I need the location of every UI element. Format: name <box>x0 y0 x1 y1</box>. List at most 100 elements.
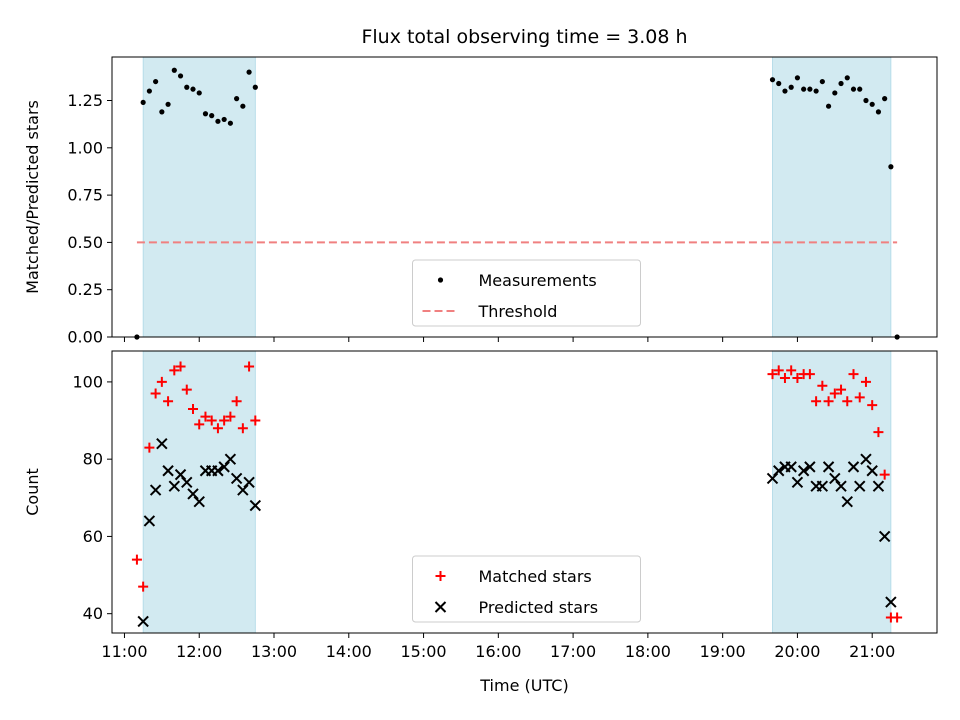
data-point <box>848 369 859 380</box>
data-point <box>187 488 199 500</box>
data-point <box>863 97 869 104</box>
data-point <box>143 515 156 527</box>
data-point <box>838 80 844 87</box>
top-panel-matched-ratio: 0.00 0.25 0.50 0.75 1.00 1.25 Matched/Predicte… <box>23 26 938 347</box>
data-point <box>825 103 832 109</box>
data-point <box>804 461 816 473</box>
data-point <box>829 472 841 485</box>
data-point <box>196 90 202 96</box>
axes-frame <box>111 350 938 634</box>
y-tick-label: 0.00 <box>67 328 103 347</box>
data-point <box>202 111 209 117</box>
x-axis-label: Time (UTC) <box>479 676 568 695</box>
x-tick-label: 11:00 <box>101 642 147 661</box>
y-tick-label: 60 <box>83 527 103 546</box>
data-point <box>227 120 233 126</box>
x-tick-label: 18:00 <box>625 642 671 661</box>
data-point <box>866 465 878 477</box>
data-point <box>854 480 866 492</box>
y-axis-label: Count <box>23 468 42 516</box>
data-point <box>836 384 847 395</box>
data-point <box>794 75 801 81</box>
legend: Matched stars Predicted stars <box>412 555 641 623</box>
data-point <box>791 476 804 489</box>
data-point <box>244 361 255 372</box>
data-point <box>212 465 224 477</box>
data-point <box>194 419 205 430</box>
data-point <box>817 380 828 391</box>
data-point <box>882 96 888 102</box>
data-point <box>159 109 165 115</box>
data-point <box>779 373 790 384</box>
data-point <box>246 69 252 75</box>
data-point <box>773 365 784 376</box>
x-tick-label: 17:00 <box>550 642 596 661</box>
data-point <box>860 376 871 387</box>
data-point <box>850 86 857 92</box>
data-point <box>797 465 810 477</box>
data-point <box>801 86 807 92</box>
legend-marker <box>437 277 444 283</box>
legend: Measurements Threshold <box>412 259 641 327</box>
data-point <box>165 101 171 107</box>
legend-label: Matched stars <box>479 567 592 586</box>
x-tick-label: 21:00 <box>849 642 895 661</box>
data-point <box>867 400 878 411</box>
data-point <box>811 396 822 407</box>
data-point <box>249 499 262 512</box>
legend-marker <box>435 571 446 581</box>
data-point <box>163 396 174 407</box>
data-point <box>181 476 193 489</box>
data-point <box>168 480 181 492</box>
data-point <box>171 67 177 73</box>
data-point <box>807 86 813 92</box>
data-point <box>857 86 863 92</box>
data-point <box>231 396 242 407</box>
x-tick-label: 14:00 <box>326 642 372 661</box>
data-point <box>218 461 230 473</box>
x-tick-label: 16:00 <box>475 642 521 661</box>
data-point <box>878 530 891 543</box>
shaded-interval <box>142 56 256 338</box>
data-point <box>131 554 142 565</box>
y-tick-label: 100 <box>72 372 103 391</box>
y-axis-label: Matched/Predicted stars <box>23 100 42 294</box>
data-point <box>137 615 149 628</box>
data-point <box>788 84 794 90</box>
data-point <box>212 423 223 434</box>
data-point <box>819 78 825 85</box>
data-point <box>234 96 240 102</box>
data-point <box>184 84 190 90</box>
data-point <box>200 411 211 422</box>
data-point <box>766 472 779 485</box>
data-point <box>149 484 162 496</box>
y-tick-label: 0.75 <box>67 186 103 205</box>
data-point <box>144 442 155 453</box>
y-tick-label: 0.50 <box>67 233 103 252</box>
data-point <box>181 384 192 395</box>
data-point <box>875 109 882 115</box>
data-point <box>785 461 797 473</box>
data-point <box>872 480 885 492</box>
data-point <box>854 392 865 403</box>
series-measurements <box>134 67 900 340</box>
y-tick-label: 0.25 <box>67 280 103 299</box>
data-point <box>885 596 897 608</box>
data-point <box>892 612 903 623</box>
data-point <box>888 164 894 170</box>
data-point <box>150 388 161 399</box>
data-point <box>776 80 782 87</box>
data-point <box>844 75 850 81</box>
data-point <box>860 453 872 465</box>
data-point <box>873 427 884 438</box>
data-point <box>792 373 803 384</box>
data-point <box>829 388 840 399</box>
data-point <box>773 465 785 477</box>
data-point <box>206 415 217 426</box>
data-point <box>782 88 788 94</box>
x-tick-label: 20:00 <box>774 642 820 661</box>
data-point <box>221 116 227 123</box>
data-point <box>252 84 258 90</box>
bottom-panel-counts: 40 60 80 100 11:00 12:00 13:00 14:00 15:00 16:00 1… <box>23 350 938 695</box>
